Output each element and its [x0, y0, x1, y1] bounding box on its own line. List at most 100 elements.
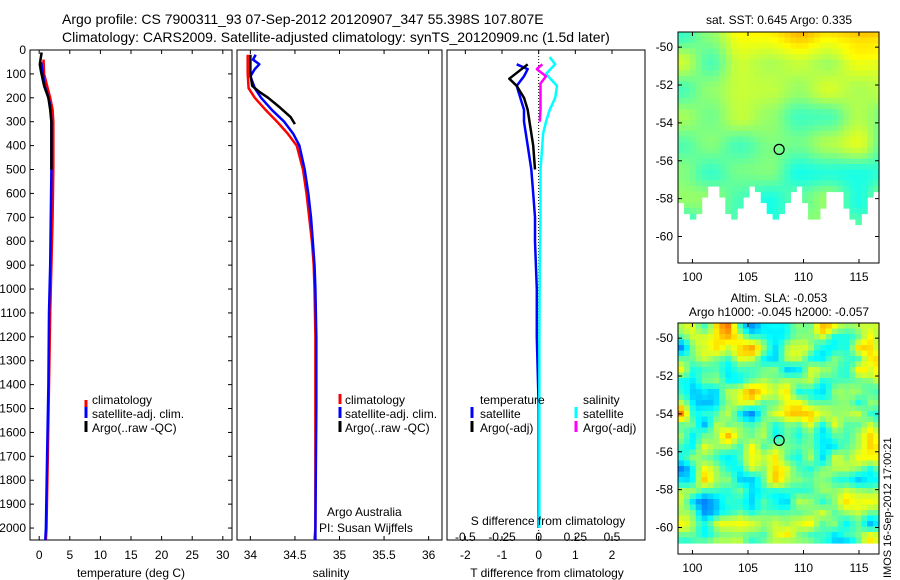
- map-cell: [778, 153, 786, 160]
- map-cell: [861, 175, 868, 182]
- map-cell: [678, 76, 685, 83]
- map-cell: [855, 98, 862, 105]
- map-cell: [873, 449, 880, 456]
- map-cell: [849, 323, 856, 330]
- map-cell: [808, 416, 815, 423]
- map-cell: [725, 153, 732, 160]
- map-cell: [808, 158, 815, 165]
- map-cell: [731, 208, 738, 215]
- map-cell: [861, 394, 868, 401]
- map-cell: [813, 477, 821, 484]
- map-cell: [861, 136, 868, 143]
- map-cell: [813, 98, 821, 105]
- map-cell: [725, 158, 732, 165]
- map-cell: [796, 422, 803, 429]
- map-cell: [861, 98, 868, 105]
- map-cell: [772, 125, 780, 132]
- map-cell: [695, 197, 703, 204]
- map-cell: [802, 76, 809, 83]
- map-cell: [689, 147, 697, 154]
- map-cell: [855, 389, 862, 396]
- map-cell: [802, 422, 809, 429]
- map-cell: [719, 186, 726, 193]
- map-cell: [778, 180, 786, 187]
- map-cell: [837, 367, 845, 374]
- map-cell: [743, 81, 750, 88]
- map-cell: [873, 142, 880, 149]
- map-cell: [808, 48, 815, 55]
- map-cell: [678, 197, 685, 204]
- map-cell: [731, 147, 738, 154]
- map-cell: [772, 213, 780, 220]
- map-cell: [784, 455, 791, 462]
- map-cell: [796, 131, 803, 138]
- map-cell: [843, 169, 851, 176]
- map-cell: [867, 356, 874, 363]
- map-cell: [772, 208, 780, 215]
- map-cell: [731, 131, 738, 138]
- map-cell: [825, 438, 833, 445]
- map-cell: [748, 394, 756, 401]
- map-cell: [843, 48, 851, 55]
- map-cell: [831, 164, 839, 171]
- map-cell: [796, 455, 803, 462]
- map-cell: [802, 526, 809, 533]
- map-cell: [766, 109, 774, 116]
- map-cell: [796, 334, 803, 341]
- map-cell: [849, 59, 856, 66]
- map-cell: [731, 191, 738, 198]
- difference-x-ticks: -2 -1 0 1 2: [460, 50, 616, 562]
- map-cell: [825, 114, 833, 121]
- map-cell: [790, 521, 797, 528]
- map-cell: [695, 488, 703, 495]
- map-cell: [748, 422, 756, 429]
- map-cell: [725, 411, 732, 418]
- map-cell: [819, 164, 827, 171]
- map-cell: [813, 48, 821, 55]
- map-cell: [843, 400, 851, 407]
- map-cell: [701, 59, 709, 66]
- legend-label-satellite: satellite-adj. clim.: [92, 407, 184, 421]
- map-cell: [743, 367, 750, 374]
- map-cell: [725, 510, 732, 517]
- map-cell: [796, 345, 803, 352]
- map-cell: [678, 532, 685, 539]
- map-cell: [766, 427, 774, 434]
- map-cell: [808, 521, 815, 528]
- map-cell: [725, 109, 732, 116]
- map-cell: [808, 32, 815, 39]
- map-cell: [766, 405, 774, 412]
- map-cell: [867, 416, 874, 423]
- map-cell: [713, 460, 720, 467]
- map-cell: [808, 153, 815, 160]
- map-cell: [772, 120, 780, 127]
- map-cell: [695, 378, 703, 385]
- map-cell: [766, 394, 774, 401]
- map-cell: [754, 482, 762, 489]
- map-cell: [701, 81, 709, 88]
- map-cell: [819, 350, 827, 357]
- map-cell: [754, 416, 762, 423]
- map-cell: [719, 65, 726, 72]
- map-cell: [725, 197, 732, 204]
- map-cell: [766, 202, 774, 209]
- map-cell: [719, 488, 726, 495]
- map-cell: [784, 92, 791, 99]
- map-cell: [778, 372, 786, 379]
- map-cell: [725, 43, 732, 50]
- map-cell: [707, 515, 715, 522]
- map-cell: [754, 59, 762, 66]
- map-cell: [737, 147, 744, 154]
- map-cell: [784, 334, 791, 341]
- map-cell: [784, 197, 791, 204]
- map-cell: [778, 202, 786, 209]
- map-cell: [855, 515, 862, 522]
- map-cell: [725, 356, 732, 363]
- map-cell: [701, 103, 709, 110]
- map-cell: [737, 488, 744, 495]
- map-cell: [760, 54, 768, 61]
- map-cell: [831, 493, 839, 500]
- map-cell: [701, 48, 709, 55]
- map-cell: [683, 59, 691, 66]
- map-cell: [743, 147, 750, 154]
